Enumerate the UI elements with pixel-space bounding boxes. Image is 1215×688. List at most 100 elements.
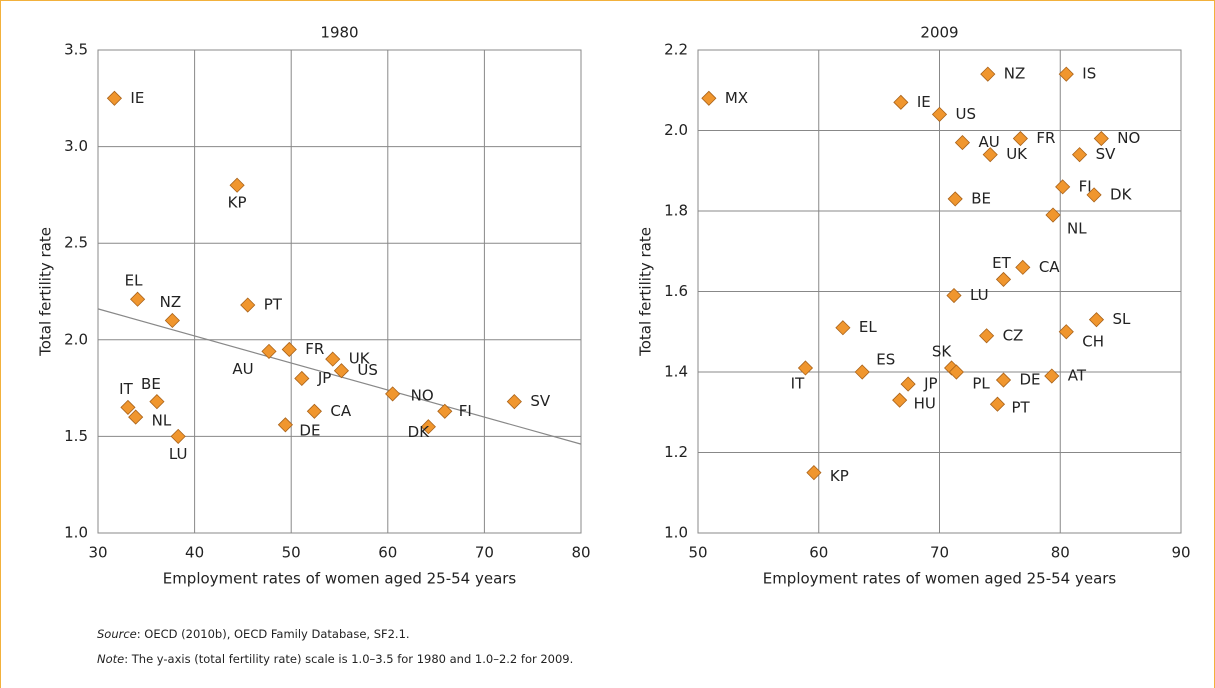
- data-point: [797, 360, 814, 376]
- data-point: [240, 297, 256, 313]
- point-label: HU: [914, 395, 936, 413]
- data-point: [1055, 179, 1071, 195]
- point-label: FR: [1036, 129, 1055, 147]
- point-label: FI: [1079, 177, 1092, 195]
- point-label: CA: [1039, 258, 1060, 276]
- point-label: SV: [1096, 145, 1117, 163]
- point-label: CA: [330, 402, 351, 420]
- point-label: FI: [459, 402, 472, 420]
- point-label: JP: [317, 369, 331, 387]
- data-point: [420, 419, 436, 435]
- data-point: [261, 343, 277, 359]
- data-point: [854, 364, 870, 380]
- data-point: [982, 147, 998, 163]
- y-axis-label: Total fertility rate: [37, 227, 55, 357]
- trend-line: [97, 308, 582, 445]
- note: Note: The y-axis (total fertility rate) …: [97, 652, 573, 666]
- point-label: NO: [1117, 129, 1140, 147]
- point-label: NL: [1067, 220, 1087, 238]
- x-tick-label: 80: [1051, 544, 1070, 562]
- chart-title: 1980: [320, 24, 358, 42]
- x-tick-label: 60: [809, 544, 828, 562]
- x-tick-label: 70: [930, 544, 949, 562]
- data-point: [1086, 187, 1102, 203]
- data-point: [281, 341, 297, 358]
- point-label: PL: [972, 375, 990, 393]
- point-label: IE: [917, 93, 931, 111]
- data-point: [385, 386, 401, 402]
- x-tick-label: 50: [688, 544, 707, 562]
- data-point: [149, 394, 165, 410]
- data-point: [995, 372, 1012, 388]
- y-tick-label: 1.0: [64, 524, 88, 542]
- point-label: NO: [411, 386, 434, 404]
- data-point: [1058, 324, 1074, 340]
- x-tick-label: 60: [378, 544, 397, 562]
- point-label: ES: [876, 351, 895, 369]
- point-label: BE: [141, 375, 161, 393]
- data-point: [120, 399, 136, 415]
- data-point: [128, 409, 144, 425]
- data-point: [229, 177, 245, 193]
- data-point: [893, 94, 909, 110]
- point-label: KP: [228, 194, 247, 212]
- data-point: [701, 90, 717, 106]
- data-point: [989, 396, 1006, 412]
- point-label: BE: [971, 189, 991, 207]
- data-point: [1015, 259, 1031, 275]
- x-tick-label: 50: [282, 544, 301, 562]
- point-label: DE: [1019, 371, 1040, 389]
- point-label: DE: [299, 421, 320, 439]
- point-label: FR: [305, 340, 324, 358]
- data-point: [130, 291, 146, 307]
- charts: 1.0 1.5 2.0 2.5 3.0 3.5 30 40 50 60 70 80 1980 Employ…: [37, 24, 1191, 588]
- point-label: SK: [932, 342, 953, 360]
- data-point: [1012, 130, 1028, 147]
- y-tick-label: 2.0: [64, 330, 88, 348]
- y-tick-label: 3.0: [64, 137, 88, 155]
- source-text: : OECD (2010b), OECD Family Database, SF…: [136, 627, 410, 641]
- data-point: [294, 370, 310, 387]
- data-point: [892, 392, 908, 408]
- data-point: [1058, 66, 1074, 82]
- point-label: NZ: [1004, 65, 1026, 83]
- point-label: NL: [152, 412, 172, 430]
- data-point: [333, 363, 349, 379]
- data-point: [900, 376, 916, 392]
- data-point: [980, 66, 996, 82]
- data-point: [1093, 130, 1109, 147]
- y-tick-label: 3.5: [64, 41, 88, 59]
- point-label: DK: [408, 423, 431, 441]
- source-label: Source: [97, 627, 137, 641]
- point-label: AU: [978, 133, 999, 151]
- data-point: [1088, 312, 1105, 328]
- x-tick-label: 90: [1171, 544, 1190, 562]
- y-tick-label: 1.2: [664, 443, 688, 461]
- chart-title: 2009: [920, 24, 958, 42]
- x-tick-label: 70: [475, 544, 494, 562]
- x-axis-label: Employment rates of women aged 25-54 yea…: [163, 570, 517, 588]
- data-point: [995, 271, 1012, 287]
- data-point: [1045, 207, 1061, 223]
- data-point: [979, 328, 995, 344]
- x-axis-label: Employment rates of women aged 25-54 yea…: [763, 570, 1117, 588]
- data-point: [835, 320, 851, 336]
- point-label: MX: [725, 89, 748, 107]
- point-label: PT: [264, 296, 283, 314]
- data-point: [170, 428, 186, 444]
- point-label: EL: [125, 272, 143, 290]
- point-label: CZ: [1003, 326, 1024, 344]
- point-label: US: [357, 361, 378, 379]
- point-label: CH: [1082, 332, 1104, 350]
- y-tick-label: 1.6: [664, 282, 688, 300]
- y-tick-label: 2.5: [64, 234, 88, 252]
- point-label: AU: [232, 360, 253, 378]
- note-text: : The y-axis (total fertility rate) scal…: [124, 652, 574, 666]
- data-point: [806, 465, 822, 481]
- point-label: SL: [1112, 310, 1131, 328]
- point-label: IS: [1082, 65, 1096, 83]
- y-axis-label: Total fertility rate: [637, 227, 655, 357]
- point-label: UK: [1006, 145, 1028, 163]
- y-tick-label: 1.5: [64, 427, 88, 445]
